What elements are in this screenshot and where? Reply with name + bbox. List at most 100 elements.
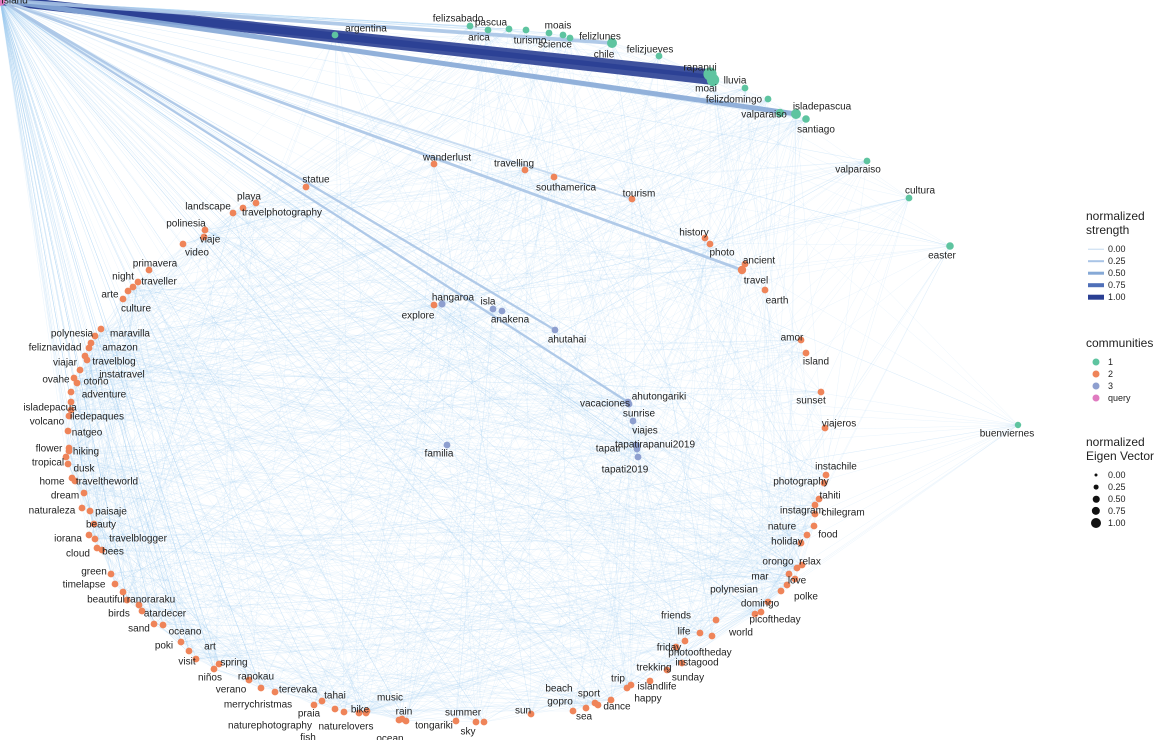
background-edge <box>631 198 637 446</box>
background-edge <box>204 229 820 500</box>
legend-community-entry-key <box>1086 380 1106 392</box>
background-edge <box>93 523 276 693</box>
background-edge <box>0 0 91 512</box>
node-ranokau <box>245 676 253 684</box>
background-edge <box>114 583 367 714</box>
node-pascua <box>505 25 513 33</box>
node-label: hiking <box>73 447 99 458</box>
background-edge <box>126 169 526 601</box>
background-edge <box>405 498 820 722</box>
node-label: merrychristmas <box>224 700 292 711</box>
background-edge <box>585 578 796 709</box>
node-label: maravilla <box>110 329 150 340</box>
background-edge <box>242 160 868 209</box>
background-edge <box>68 286 134 417</box>
background-edge <box>715 118 807 621</box>
node-label: photo <box>709 248 734 259</box>
background-edge <box>83 424 1019 494</box>
background-edge <box>530 573 790 715</box>
background-edge <box>83 303 443 494</box>
legend-eigen-entry-key <box>1086 505 1106 517</box>
background-edge <box>632 420 816 506</box>
node-isladepacua <box>67 398 75 406</box>
background-edge <box>666 534 808 671</box>
background-edge <box>0 0 276 693</box>
background-edge <box>76 382 808 536</box>
node-EasterIsland <box>0 0 6 6</box>
background-edge <box>274 474 827 693</box>
background-edge <box>530 684 632 715</box>
legend-eigen-entries: 0.00 0.25 0.50 0.75 1.00 <box>1086 469 1161 529</box>
node-tahai <box>318 697 326 705</box>
background-edge <box>0 0 788 586</box>
background-edge <box>138 37 571 606</box>
background-edge <box>79 369 83 509</box>
background-edge <box>530 401 629 715</box>
background-edge <box>441 160 868 305</box>
node-travel <box>737 265 747 275</box>
background-edge <box>132 286 400 721</box>
background-edge <box>67 430 407 722</box>
background-edge <box>365 712 457 722</box>
background-edge <box>76 212 234 384</box>
background-edge <box>0 0 951 247</box>
background-edge <box>76 87 746 384</box>
background-edge <box>0 0 532 715</box>
legend-strength-entry: 0.25 <box>1086 255 1161 267</box>
background-edge <box>524 169 629 403</box>
background-edge <box>0 0 485 723</box>
background-edge <box>74 480 262 689</box>
background-edge <box>90 329 556 344</box>
background-edge <box>492 245 951 310</box>
background-edge <box>684 534 808 642</box>
background-edge <box>90 342 798 569</box>
background-edge <box>101 444 637 551</box>
background-edge <box>138 73 711 606</box>
background-edge <box>365 73 711 714</box>
node-traveller <box>129 283 137 291</box>
background-edge <box>0 0 91 512</box>
background-edge <box>101 549 677 648</box>
background-edge <box>70 352 807 411</box>
background-edge <box>83 492 803 566</box>
background-edge <box>110 573 190 652</box>
background-edge <box>0 0 762 613</box>
background-edge <box>90 342 95 525</box>
background-edge <box>0 0 574 712</box>
node-sport <box>591 699 599 707</box>
background-edge <box>204 229 798 569</box>
background-edge <box>483 702 596 723</box>
background-edge <box>0 0 190 652</box>
background-edge <box>455 55 660 722</box>
background-edge <box>569 37 803 566</box>
background-edge <box>83 98 769 494</box>
background-edge <box>122 304 435 593</box>
background-edge <box>67 463 143 612</box>
background-edge <box>122 445 638 593</box>
background-edge <box>101 534 808 551</box>
background-edge <box>0 0 134 288</box>
node-label: argentina <box>345 24 387 35</box>
background-edge <box>122 298 630 405</box>
background-edge <box>711 584 788 637</box>
background-edge <box>94 263 746 337</box>
background-edge <box>0 0 86 357</box>
background-edge <box>343 29 489 713</box>
background-edge <box>508 28 822 393</box>
background-edge <box>0 0 72 403</box>
background-edge <box>67 34 564 432</box>
background-edge <box>74 207 244 482</box>
node-explore <box>430 301 438 309</box>
background-edge <box>94 335 798 569</box>
background-edge <box>213 668 262 689</box>
background-edge <box>334 34 638 450</box>
node-fish <box>395 716 403 724</box>
background-edge <box>594 243 711 704</box>
node-sun <box>527 710 535 718</box>
background-edge <box>0 0 599 706</box>
background-edge <box>137 281 629 403</box>
background-edge <box>553 176 766 291</box>
node-polynesian <box>783 581 791 589</box>
background-edge <box>90 342 756 615</box>
background-edge <box>70 303 443 403</box>
